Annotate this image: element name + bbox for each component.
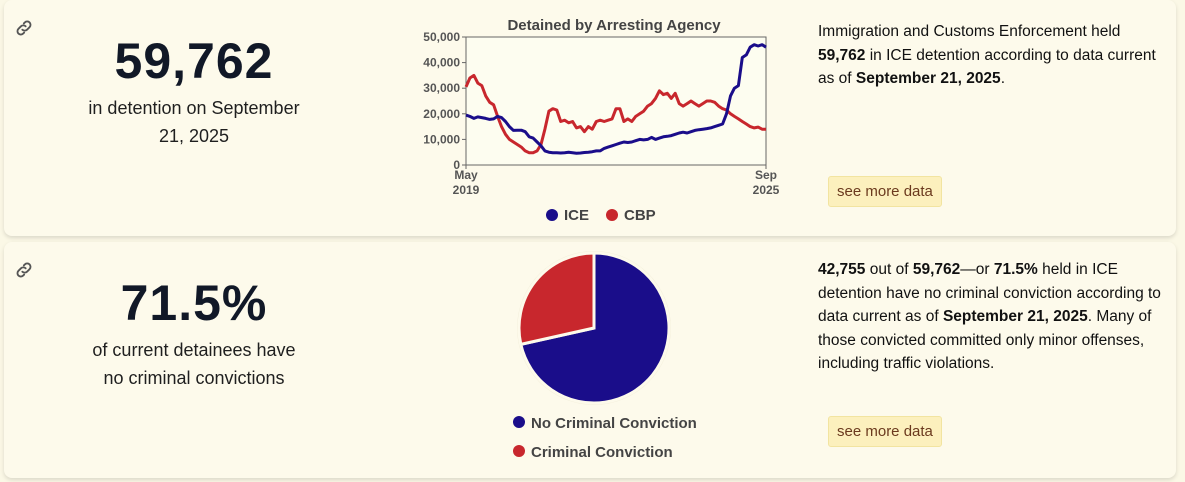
conviction-description-text-run: —or <box>960 261 994 278</box>
series-line-ice <box>465 43 767 155</box>
x-tick-label: 2019 <box>453 183 480 197</box>
detention-description-text-run: . <box>1000 70 1005 87</box>
see-more-data-link[interactable]: see more data <box>828 416 942 447</box>
legend-label-conviction: Criminal Conviction <box>531 444 673 461</box>
y-tick-label: 0 <box>453 158 460 172</box>
conviction-description-text-run: 71.5% <box>993 261 1038 278</box>
detention-total-card: 59,762 in detention on September 21, 202… <box>4 0 1176 236</box>
conviction-pie-chart: No Criminal Conviction Criminal Convicti… <box>513 251 697 461</box>
x-tick-label: 2025 <box>753 183 780 197</box>
detained-by-agency-chart: Detained by Arresting Agency 0 10,000 20,0… <box>423 17 780 224</box>
legend-swatch-cbp <box>606 209 618 221</box>
y-tick-label: 50,000 <box>423 30 460 44</box>
y-tick-label: 10,000 <box>423 132 460 146</box>
no-conviction-stat: 71.5% of current detainees have no crimi… <box>44 274 344 392</box>
legend-label-cbp: CBP <box>624 207 656 224</box>
pie-slice-criminal-conviction <box>517 251 596 347</box>
x-tick-label: May <box>454 168 478 182</box>
link-icon[interactable] <box>14 260 34 280</box>
conviction-description-text-run: 59,762 <box>912 261 961 278</box>
conviction-description-text-run: 42,755 <box>818 261 866 278</box>
y-tick-label: 40,000 <box>423 56 460 70</box>
legend-label-ice: ICE <box>564 207 589 224</box>
legend-swatch-conviction <box>513 445 525 457</box>
see-more-data-link[interactable]: see more data <box>828 176 942 207</box>
detention-description-text-run: Immigration and Customs Enforcement held <box>818 23 1121 40</box>
no-conviction-percent: 71.5% <box>120 275 268 331</box>
conviction-description-text-run: . Many of those convicted committed only… <box>818 308 1152 372</box>
legend-swatch-no-conviction <box>513 416 525 428</box>
detention-total-caption: in detention on September 21, 2025 <box>88 98 300 146</box>
chart-legend: ICE CBP <box>546 207 656 224</box>
y-tick-label: 20,000 <box>423 107 460 121</box>
legend-label-no-conviction: No Criminal Conviction <box>531 415 697 432</box>
conviction-description-text-run: out of <box>865 261 913 278</box>
detention-description-text-run: 59,762 <box>818 46 866 64</box>
detention-description-text-run: September 21, 2025 <box>855 70 1001 87</box>
x-tick-label: Sep <box>755 168 777 182</box>
conviction-description-text-run: September 21, 2025 <box>942 308 1088 325</box>
detention-total-description: Immigration and Customs Enforcement held… <box>818 20 1163 91</box>
conviction-description-text-run: held in ICE detention have no criminal c… <box>818 261 1161 325</box>
no-conviction-card: 71.5% of current detainees have no crimi… <box>4 242 1176 478</box>
series-line-cbp <box>464 73 766 155</box>
pie-legend: No Criminal Conviction Criminal Convicti… <box>513 415 697 461</box>
detention-total-number: 59,762 <box>114 33 274 89</box>
no-conviction-caption: of current detainees have no criminal co… <box>92 340 296 388</box>
link-icon[interactable] <box>14 18 34 38</box>
legend-swatch-ice <box>546 209 558 221</box>
y-tick-label: 30,000 <box>423 81 460 95</box>
chart-title: Detained by Arresting Agency <box>507 17 721 34</box>
no-conviction-description: 42,755 out of 59,762—or 71.5% held in IC… <box>818 258 1163 376</box>
detention-description-text-run: in ICE detention according to data curre… <box>818 46 1156 88</box>
detention-total-stat: 59,762 in detention on September 21, 202… <box>44 32 344 150</box>
